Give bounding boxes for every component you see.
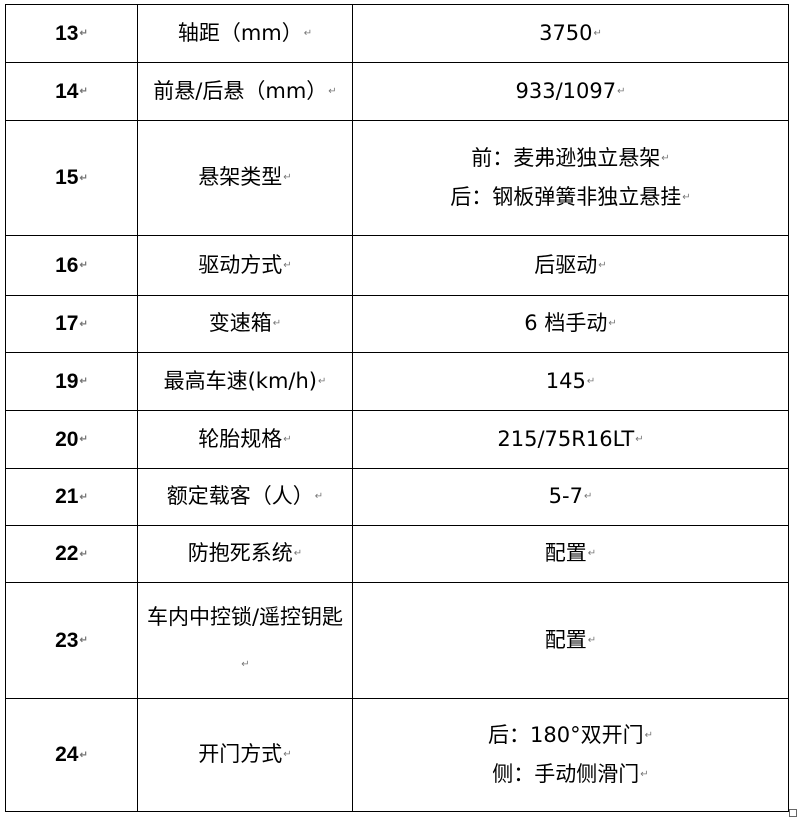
table-cell: 轴距（mm） (137, 4, 353, 63)
row-number: 19 (55, 370, 88, 393)
table-cell: 22 (5, 525, 138, 583)
item-value: 配置 (545, 541, 596, 565)
table-cell: 24 (5, 698, 138, 812)
item-value: 前：麦弗逊独立悬架 (353, 146, 788, 171)
table-cell: 防抱死系统 (137, 525, 353, 583)
spec-table: 13 轴距（mm） 3750 14 前悬/后悬（mm） 933/1097 15 悬架类型 前：麦… (5, 4, 789, 812)
row-number: 22 (55, 542, 88, 565)
row-number: 13 (55, 22, 88, 45)
table-row: 17 变速箱 6 档手动 (5, 295, 789, 353)
row-number: 21 (55, 485, 88, 508)
item-value: 后驱动 (534, 253, 606, 277)
table-row: 14 前悬/后悬（mm） 933/1097 (5, 62, 789, 121)
item-name: 轴距（mm） (178, 21, 312, 45)
table-cell: 后：180°双开门侧：手动侧滑门 (352, 698, 789, 812)
table-cell: 驱动方式 (137, 235, 353, 296)
table-row: 24 开门方式 后：180°双开门侧：手动侧滑门 (5, 698, 789, 812)
table-cell: 21 (5, 468, 138, 526)
table-cell: 145 (352, 352, 789, 411)
row-number: 23 (55, 629, 88, 652)
table-cell: 15 (5, 120, 138, 236)
item-name: 开门方式 (198, 742, 291, 766)
table-cell: 最高车速(km/h) (137, 352, 353, 411)
table-cell: 14 (5, 62, 138, 121)
item-name: 轮胎规格 (198, 427, 291, 451)
table-cell: 23 (5, 582, 138, 699)
item-value: 3750 (539, 21, 602, 45)
table-row: 22 防抱死系统 配置 (5, 525, 789, 583)
row-number: 17 (55, 312, 88, 335)
table-row: 15 悬架类型 前：麦弗逊独立悬架后：钢板弹簧非独立悬挂 (5, 120, 789, 236)
item-name: 最高车速(km/h) (164, 369, 327, 393)
row-number: 16 (55, 254, 88, 277)
item-name: 额定载客（人） (167, 484, 323, 508)
row-number: 14 (55, 80, 88, 103)
item-value: 5-7 (549, 484, 593, 508)
item-name: 悬架类型 (198, 165, 291, 189)
table-cell: 配置 (352, 582, 789, 699)
item-name: 变速箱 (209, 311, 281, 335)
table-row: 19 最高车速(km/h) 145 (5, 352, 789, 411)
row-number: 20 (55, 428, 88, 451)
item-value: 145 (546, 369, 595, 393)
table-cell: 933/1097 (352, 62, 789, 121)
table-cell: 6 档手动 (352, 295, 789, 353)
table-cell: 变速箱 (137, 295, 353, 353)
table-cell: 悬架类型 (137, 120, 353, 236)
item-name: 防抱死系统 (188, 541, 302, 565)
item-value: 6 档手动 (524, 311, 616, 335)
table-cell: 19 (5, 352, 138, 411)
table-cell: 215/75R16LT (352, 410, 789, 469)
item-name: 前悬/后悬（mm） (153, 79, 336, 103)
table-cell: 轮胎规格 (137, 410, 353, 469)
table-row: 16 驱动方式 后驱动 (5, 235, 789, 296)
item-value: 933/1097 (516, 79, 626, 103)
table-cell: 13 (5, 4, 138, 63)
item-value: 配置 (545, 628, 596, 652)
end-of-cell-mark (789, 809, 797, 817)
item-value: 侧：手动侧滑门 (353, 762, 788, 787)
table-cell: 车内中控锁/遥控钥匙 (137, 582, 353, 699)
table-cell: 16 (5, 235, 138, 296)
table-row: 13 轴距（mm） 3750 (5, 4, 789, 63)
item-name: 车内中控锁/遥控钥匙 (145, 594, 345, 686)
item-value: 后：钢板弹簧非独立悬挂 (353, 185, 788, 210)
table-cell: 前：麦弗逊独立悬架后：钢板弹簧非独立悬挂 (352, 120, 789, 236)
table-cell: 20 (5, 410, 138, 469)
item-name: 驱动方式 (198, 253, 291, 277)
table-cell: 配置 (352, 525, 789, 583)
table-row: 23 车内中控锁/遥控钥匙 配置 (5, 582, 789, 699)
table-cell: 额定载客（人） (137, 468, 353, 526)
table-cell: 5-7 (352, 468, 789, 526)
table-cell: 17 (5, 295, 138, 353)
item-value: 215/75R16LT (497, 427, 643, 451)
table-row: 21 额定载客（人） 5-7 (5, 468, 789, 526)
table-cell: 后驱动 (352, 235, 789, 296)
table-cell: 开门方式 (137, 698, 353, 812)
table-cell: 前悬/后悬（mm） (137, 62, 353, 121)
row-number: 24 (55, 743, 88, 766)
table-cell: 3750 (352, 4, 789, 63)
row-number: 15 (55, 166, 88, 189)
table-row: 20 轮胎规格 215/75R16LT (5, 410, 789, 469)
item-value: 后：180°双开门 (353, 723, 788, 748)
